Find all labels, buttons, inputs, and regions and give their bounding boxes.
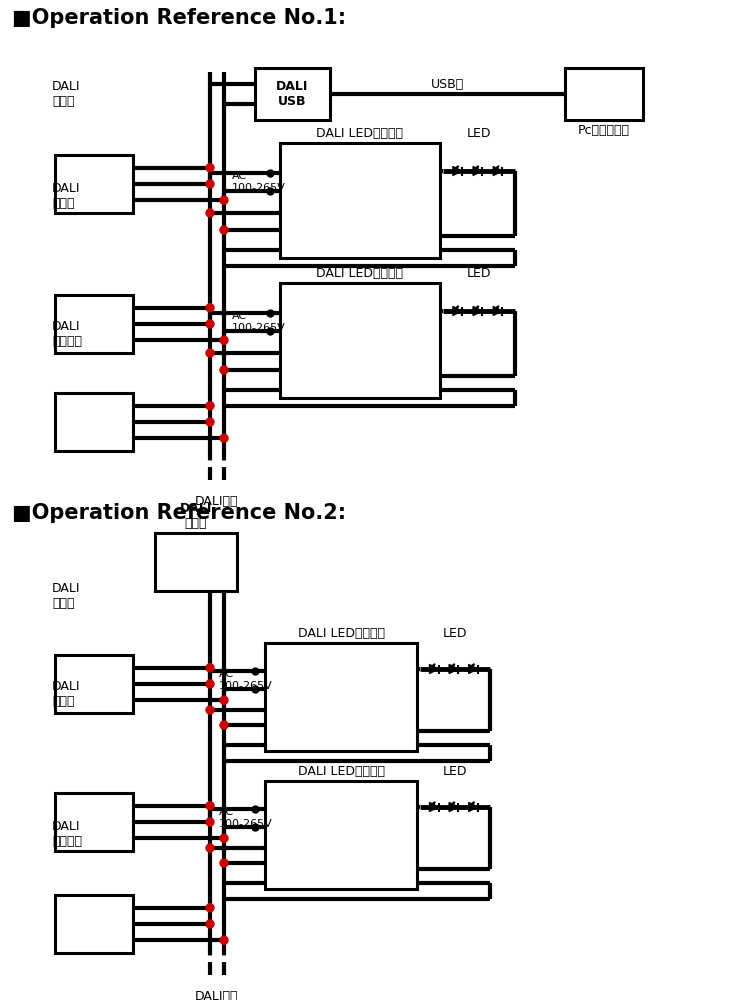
Circle shape — [206, 209, 214, 217]
Text: DALI总线: DALI总线 — [195, 990, 238, 1000]
Circle shape — [220, 859, 228, 867]
Text: DALI LED调光电源: DALI LED调光电源 — [316, 127, 404, 140]
Circle shape — [220, 721, 228, 729]
Bar — [565, 68, 643, 120]
Polygon shape — [449, 802, 458, 812]
Circle shape — [206, 304, 214, 312]
Polygon shape — [473, 166, 482, 176]
Text: DALI
调光器: DALI 调光器 — [52, 182, 80, 210]
Polygon shape — [453, 166, 462, 176]
Bar — [55, 295, 133, 353]
Bar — [55, 793, 133, 851]
Text: DALI LED调光电源: DALI LED调光电源 — [316, 267, 404, 280]
Polygon shape — [430, 802, 439, 812]
Bar — [55, 655, 133, 713]
Polygon shape — [430, 664, 439, 674]
Circle shape — [206, 818, 214, 826]
Polygon shape — [469, 664, 478, 674]
Text: AC
100-265V: AC 100-265V — [232, 171, 286, 193]
Circle shape — [206, 349, 214, 357]
Text: ■Operation Reference No.2:: ■Operation Reference No.2: — [12, 503, 346, 523]
Text: DALI
USB: DALI USB — [276, 80, 309, 108]
Circle shape — [206, 164, 214, 172]
Circle shape — [206, 664, 214, 672]
Text: AC
100-265V: AC 100-265V — [219, 807, 273, 829]
Text: AC
100-265V: AC 100-265V — [219, 669, 273, 691]
Bar — [155, 533, 237, 591]
Circle shape — [220, 366, 228, 374]
Circle shape — [206, 844, 214, 852]
Bar — [255, 68, 330, 120]
Text: Pc机（电脑）: Pc机（电脑） — [578, 124, 630, 137]
Text: LED: LED — [466, 267, 491, 280]
Circle shape — [206, 904, 214, 912]
Circle shape — [206, 320, 214, 328]
Text: ■Operation Reference No.1:: ■Operation Reference No.1: — [12, 8, 346, 28]
Text: DALI
总线电源: DALI 总线电源 — [52, 820, 82, 848]
Bar — [55, 895, 133, 953]
Circle shape — [206, 680, 214, 688]
Circle shape — [220, 696, 228, 704]
Bar — [280, 283, 440, 398]
Bar — [265, 781, 417, 889]
Circle shape — [220, 196, 228, 204]
Text: DALI LED调光电源: DALI LED调光电源 — [298, 765, 385, 778]
Text: LED: LED — [442, 627, 467, 640]
Polygon shape — [453, 306, 462, 316]
Circle shape — [206, 802, 214, 810]
Circle shape — [220, 434, 228, 442]
Circle shape — [220, 834, 228, 842]
Text: LED: LED — [466, 127, 491, 140]
Circle shape — [206, 920, 214, 928]
Circle shape — [220, 336, 228, 344]
Circle shape — [206, 706, 214, 714]
Polygon shape — [449, 664, 458, 674]
Bar — [55, 393, 133, 451]
Text: DALI
总线电源: DALI 总线电源 — [52, 320, 82, 348]
Text: USB线: USB线 — [430, 78, 464, 91]
Text: DALI
调光器: DALI 调光器 — [52, 582, 80, 610]
Text: DALI LED调光电源: DALI LED调光电源 — [298, 627, 385, 640]
Circle shape — [206, 402, 214, 410]
Polygon shape — [469, 802, 478, 812]
Polygon shape — [494, 166, 502, 176]
Text: DALI
控制器: DALI 控制器 — [180, 502, 212, 530]
Bar — [280, 143, 440, 258]
Circle shape — [206, 180, 214, 188]
Circle shape — [220, 936, 228, 944]
Text: AC
100-265V: AC 100-265V — [232, 311, 286, 333]
Text: DALI
调光器: DALI 调光器 — [52, 80, 80, 108]
Circle shape — [220, 226, 228, 234]
Bar — [265, 643, 417, 751]
Polygon shape — [473, 306, 482, 316]
Bar — [55, 155, 133, 213]
Text: DALI
调光器: DALI 调光器 — [52, 680, 80, 708]
Text: DALI总线: DALI总线 — [195, 495, 238, 508]
Text: LED: LED — [442, 765, 467, 778]
Polygon shape — [494, 306, 502, 316]
Circle shape — [206, 418, 214, 426]
